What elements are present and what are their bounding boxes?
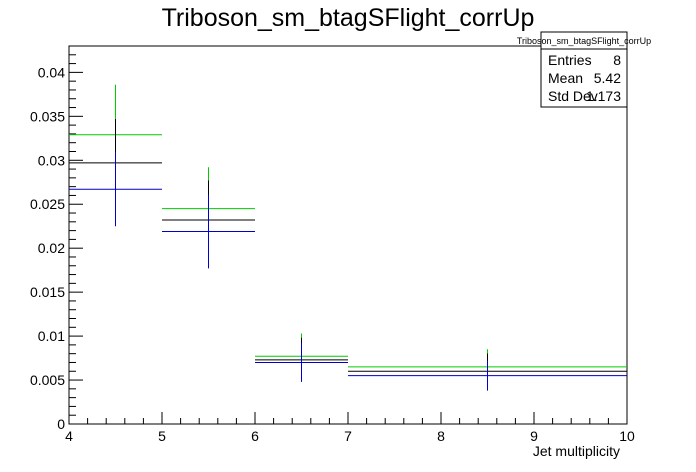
y-tick-label: 0.04 — [38, 64, 65, 80]
stats-stddev-value: 1.173 — [586, 88, 621, 104]
y-tick-label: 0 — [57, 416, 65, 432]
y-tick-label: 0.01 — [38, 328, 65, 344]
stats-entries-value: 8 — [613, 52, 621, 68]
y-tick-label: 0.015 — [30, 284, 65, 300]
stats-stddev-label: Std Dev — [548, 88, 598, 104]
x-tick-label: 10 — [619, 428, 635, 444]
stats-box: Triboson_sm_btagSFlight_corrUp Entries 8… — [517, 31, 651, 108]
y-tick-label: 0.02 — [38, 240, 65, 256]
y-tick-label: 0.035 — [30, 108, 65, 124]
data-series — [69, 84, 627, 391]
x-tick-label: 5 — [158, 428, 166, 444]
stats-box-title: Triboson_sm_btagSFlight_corrUp — [517, 36, 651, 46]
y-tick-label: 0.025 — [30, 196, 65, 212]
x-tick-label: 4 — [65, 428, 73, 444]
stats-mean-label: Mean — [548, 70, 583, 86]
x-tick-label: 9 — [530, 428, 538, 444]
x-axis-label: Jet multiplicity — [533, 443, 620, 459]
y-axis-ticks: 0 0.005 0.01 0.015 0.02 0.025 0.03 0.035 0.04 — [30, 45, 83, 432]
x-tick-label: 8 — [437, 428, 445, 444]
series-2 — [69, 152, 627, 391]
stats-entries-label: Entries — [548, 52, 592, 68]
chart-title: Triboson_sm_btagSFlight_corrUp — [162, 4, 535, 32]
stats-box-frame — [540, 31, 628, 108]
x-axis-ticks: 4 5 6 7 8 9 10 — [65, 412, 635, 444]
x-tick-label: 6 — [251, 428, 259, 444]
x-tick-label: 7 — [344, 428, 352, 444]
y-tick-label: 0.03 — [38, 152, 65, 168]
stats-mean-value: 5.42 — [594, 70, 621, 86]
y-tick-label: 0.005 — [30, 372, 65, 388]
